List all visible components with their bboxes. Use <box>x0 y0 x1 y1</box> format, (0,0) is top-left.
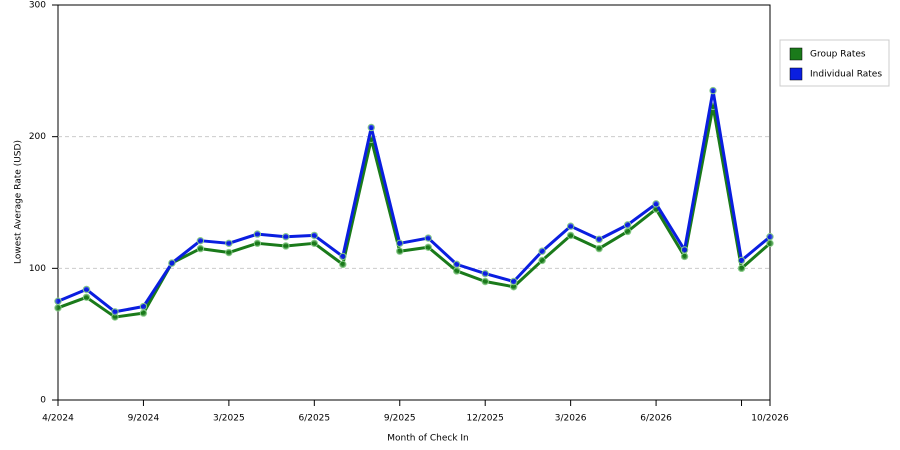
point <box>652 200 660 208</box>
point <box>453 260 461 269</box>
point <box>310 239 319 248</box>
point <box>680 246 689 254</box>
point <box>453 267 461 275</box>
point <box>424 234 432 242</box>
point <box>310 231 319 240</box>
x-tick-label: 3/2025 <box>213 414 245 424</box>
point <box>737 264 746 273</box>
point <box>396 247 404 255</box>
x-tick-label: 9/2024 <box>128 414 160 424</box>
y-tick-label: 0 <box>40 396 46 406</box>
point <box>54 304 62 312</box>
point <box>367 123 375 132</box>
x-tick-label: 6/2025 <box>298 414 330 424</box>
x-tick-label: 10/2026 <box>751 414 789 424</box>
y-tick-label: 100 <box>29 264 46 274</box>
point <box>766 239 774 248</box>
point <box>139 309 148 317</box>
point <box>538 247 546 255</box>
plot-frame <box>57 4 771 401</box>
point <box>82 285 91 294</box>
point <box>111 308 119 316</box>
point <box>196 236 205 245</box>
series-line <box>57 104 771 319</box>
point <box>481 269 489 278</box>
point <box>595 244 603 253</box>
x-tick-label: 4/2024 <box>42 414 74 424</box>
x-tick-label: 6/2026 <box>640 414 672 424</box>
point <box>595 235 603 244</box>
legend-swatch <box>789 47 803 61</box>
x-tick-label: 12/2025 <box>467 414 504 424</box>
point <box>509 277 518 286</box>
legend-label: Group Rates <box>810 50 866 60</box>
point <box>339 260 347 269</box>
point <box>282 242 290 250</box>
x-tick-label: 3/2026 <box>555 414 587 424</box>
legend-label: Individual Rates <box>810 70 882 80</box>
point <box>623 227 632 236</box>
point <box>253 230 262 238</box>
point <box>709 86 717 95</box>
point <box>168 259 176 267</box>
x-axis-label: Month of Check In <box>387 434 469 444</box>
point <box>282 233 290 241</box>
point <box>566 231 575 240</box>
point <box>481 277 489 286</box>
point <box>566 222 575 230</box>
y-tick-label: 200 <box>29 132 46 142</box>
point <box>196 244 205 253</box>
point <box>225 248 233 257</box>
point <box>253 239 262 248</box>
point <box>766 233 774 241</box>
y-axis-label: Lowest Average Rate (USD) <box>14 140 24 264</box>
point <box>225 239 233 248</box>
point <box>737 256 746 265</box>
x-tick-label: 9/2025 <box>384 414 416 424</box>
legend-swatch <box>789 67 803 81</box>
series-line <box>57 89 771 314</box>
point <box>139 302 148 311</box>
point <box>623 221 632 229</box>
point <box>680 252 689 261</box>
point <box>538 256 546 265</box>
point <box>424 243 432 251</box>
point <box>82 293 91 301</box>
point <box>54 297 62 305</box>
y-tick-label: 300 <box>29 1 46 11</box>
point <box>396 239 404 248</box>
point <box>339 252 347 261</box>
